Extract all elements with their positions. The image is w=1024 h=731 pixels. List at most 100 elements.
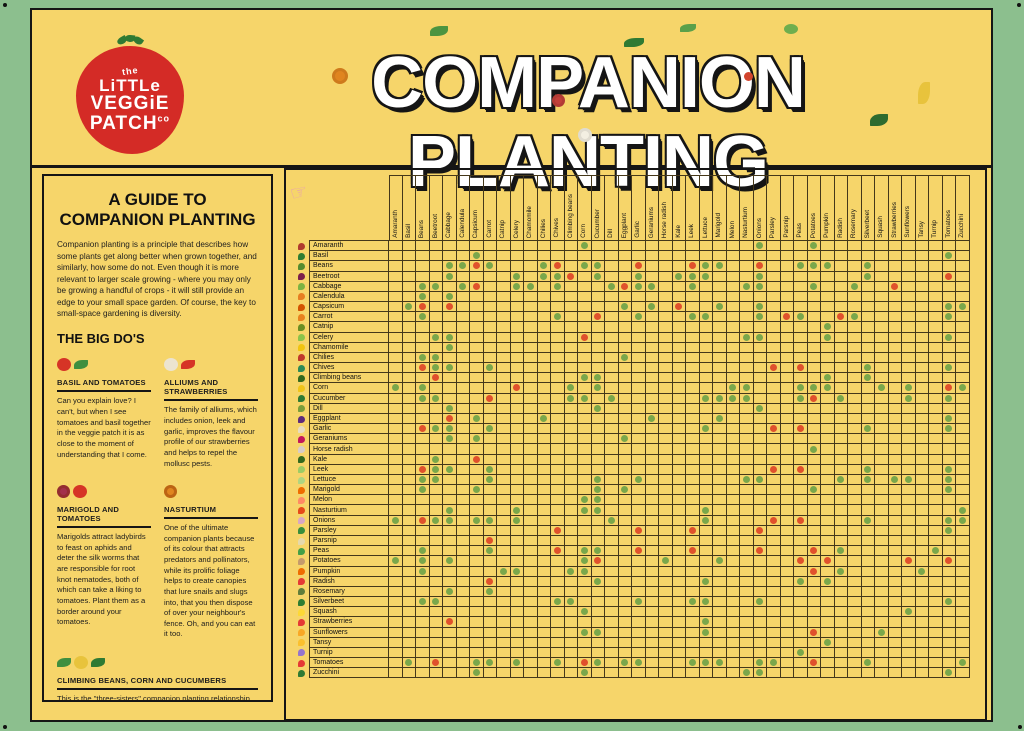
matrix-cell [956,332,970,343]
matrix-cell [389,668,403,679]
companion-dot [756,282,764,290]
matrix-cell [510,474,524,486]
matrix-cell [861,342,875,353]
matrix-cell [483,658,497,669]
matrix-cell [740,597,754,608]
matrix-cell [848,302,862,313]
matrix-cell [713,413,727,425]
matrix-cell [740,434,754,445]
matrix-cell [564,352,578,364]
matrix-cell [645,424,659,435]
matrix-cell [915,515,929,526]
matrix-cell [834,342,848,353]
matrix-cell [578,454,592,465]
matrix-cell [686,291,700,303]
matrix-cell [510,352,524,364]
matrix-cell [726,617,740,628]
matrix-cell [578,352,592,364]
matrix-cell [875,332,889,343]
matrix-cell [659,658,673,669]
matrix-cell [794,525,808,536]
corn-icon [74,655,88,669]
row-label-zucchini: Zucchini [309,668,389,679]
matrix-cell [429,597,443,608]
matrix-cell [713,403,727,414]
matrix-cell [780,505,794,516]
matrix-cell [861,383,875,394]
matrix-cell [942,515,956,526]
matrix-cell [942,424,956,435]
matrix-cell [470,281,484,292]
matrix-cell [956,617,970,628]
guide-item-body: One of the ultimate companion plants bec… [164,523,256,639]
matrix-cell [699,586,713,598]
matrix-cell [780,363,794,374]
matrix-cell [497,373,511,384]
companion-dot [445,292,453,300]
cabbage-icon [294,282,309,292]
matrix-cell [632,302,646,313]
matrix-cell [416,291,430,303]
guide-items: BASIL AND TOMATOES Can you explain love?… [57,354,258,700]
matrix-cell [416,281,430,292]
matrix-cell [564,627,578,638]
matrix-cell [902,302,916,313]
matrix-cell [672,424,686,435]
matrix-cell [524,434,538,445]
matrix-cell [780,474,794,486]
matrix-cell [632,403,646,414]
matrix-cell [591,637,605,648]
matrix-cell [713,525,727,536]
column-header-climbing-beans: Climbing beans [564,175,578,241]
matrix-cell [389,413,403,425]
matrix-cell [753,332,767,343]
matrix-cell [726,393,740,404]
matrix-cell [443,597,457,608]
matrix-cell [645,525,659,536]
matrix-cell [429,424,443,435]
matrix-cell [726,363,740,374]
matrix-cell [915,586,929,598]
companion-dot [756,313,764,321]
antagonist-dot [796,557,804,565]
matrix-cell [578,647,592,659]
matrix-cell [402,291,416,303]
matrix-cell [713,424,727,435]
matrix-cell [416,403,430,414]
matrix-cell [564,597,578,608]
matrix-cell [726,281,740,292]
matrix-cell [902,322,916,333]
matrix-cell [605,474,619,486]
matrix-cell [686,556,700,567]
matrix-cell [794,485,808,496]
matrix-cell [564,444,578,455]
matrix-cell [497,586,511,598]
matrix-cell [483,464,497,475]
companion-dot [634,282,642,290]
matrix-cell [456,444,470,455]
matrix-cell [753,485,767,496]
matrix-cell [483,322,497,333]
matrix-cell [794,413,808,425]
matrix-cell [389,617,403,628]
companion-dot [594,486,602,494]
peas-icon [294,546,309,556]
matrix-cell [618,302,632,313]
column-header-capsicum: Capsicum [470,175,484,241]
matrix-cell [429,271,443,282]
matrix-cell [767,668,781,679]
matrix-cell [578,485,592,496]
matrix-cell [753,607,767,618]
matrix-cell [956,607,970,618]
matrix-cell [942,505,956,516]
matrix-cell [753,617,767,628]
matrix-cell [659,617,673,628]
matrix-cell [713,607,727,618]
matrix-cell [470,424,484,435]
matrix-cell [524,525,538,536]
matrix-cell [456,668,470,679]
companion-dot [499,567,507,575]
matrix-cell [834,281,848,292]
matrix-cell [699,342,713,353]
matrix-cell [767,627,781,638]
